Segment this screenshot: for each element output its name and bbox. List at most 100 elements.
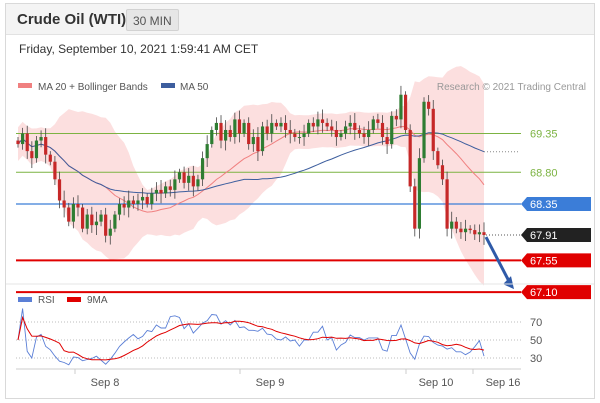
candle	[477, 224, 481, 243]
candle	[394, 109, 398, 127]
rsi-line	[17, 308, 485, 366]
candle-body	[228, 129, 232, 138]
candle-body	[330, 126, 334, 130]
candle-body	[454, 221, 458, 229]
candle	[140, 188, 145, 210]
pivot-tag-label: 68.35	[530, 199, 558, 211]
candle-body	[30, 151, 34, 159]
candle	[334, 121, 338, 146]
candle-body	[279, 122, 283, 127]
candle	[191, 165, 195, 197]
candle-body	[173, 179, 177, 190]
candle	[173, 170, 177, 199]
candle-body	[440, 165, 445, 180]
candle	[297, 130, 302, 144]
candle-body	[371, 119, 375, 130]
candle	[21, 127, 25, 150]
candle	[256, 127, 260, 161]
candle	[136, 193, 140, 211]
resistance-label: 68.80	[530, 167, 558, 179]
candle	[168, 179, 172, 197]
rsi-level-lines: 70 50 30	[16, 317, 542, 365]
timeframe-badge[interactable]: 30 MIN	[126, 9, 179, 31]
candle	[413, 178, 417, 237]
candle	[57, 171, 62, 209]
candle	[224, 120, 228, 151]
candle	[154, 182, 159, 202]
candle-body	[477, 232, 481, 235]
candle-body	[320, 119, 325, 123]
rsi-legend-label: RSI	[38, 295, 55, 306]
candle	[131, 195, 135, 209]
candle	[99, 209, 103, 227]
x-axis-label: Sep 10	[419, 377, 454, 389]
candle-body	[85, 214, 89, 229]
candle	[53, 156, 57, 185]
candle	[408, 124, 412, 193]
candle	[343, 120, 348, 140]
candle	[390, 111, 394, 149]
rsi-ma-line	[17, 315, 485, 361]
rsi-level-label: 70	[530, 317, 542, 329]
candle	[380, 115, 385, 145]
x-axis-label: Sep 8	[91, 377, 120, 389]
candle	[376, 113, 380, 129]
candle-body	[260, 126, 265, 152]
candle	[274, 119, 278, 130]
candle-body	[270, 122, 274, 134]
candle-body	[247, 122, 251, 145]
candle	[288, 120, 292, 144]
pivot-tag-bg	[521, 197, 591, 211]
candle	[145, 193, 149, 208]
candle-body	[339, 133, 343, 138]
last_price-tag-bg	[521, 228, 591, 243]
candle-body	[450, 221, 454, 229]
candle-body	[293, 133, 297, 138]
candle	[48, 151, 52, 166]
rsi-ma-legend-swatch	[67, 297, 81, 302]
price-level-tags: 69.35 68.80 68.35 67.91 67.55 67.10	[521, 129, 591, 300]
candle	[214, 117, 218, 136]
candle-body	[168, 186, 172, 190]
support-tag-bg	[521, 285, 591, 300]
candle-body	[431, 108, 435, 152]
candle	[117, 198, 122, 221]
candle-body	[307, 122, 311, 134]
candle-body	[99, 214, 103, 222]
candle	[403, 91, 408, 134]
candle-body	[297, 137, 302, 139]
candle	[237, 110, 242, 143]
candle	[463, 219, 468, 242]
candle	[187, 168, 191, 191]
candle	[316, 111, 320, 135]
candle-body	[214, 122, 218, 130]
candle-body	[177, 172, 182, 180]
rsi-level-label: 50	[530, 335, 542, 347]
candle-body	[53, 161, 57, 180]
candle-body	[94, 221, 99, 226]
candle	[177, 168, 182, 183]
candle	[339, 129, 343, 141]
candle	[385, 127, 389, 154]
candle	[279, 117, 283, 133]
candle	[44, 128, 48, 164]
candle	[39, 130, 43, 148]
candle-body	[224, 129, 228, 141]
candle	[450, 211, 454, 239]
candle-body	[76, 204, 80, 208]
candle-body	[21, 133, 25, 145]
candle	[90, 206, 94, 233]
rsi-ma-legend-label: 9MA	[87, 295, 108, 306]
candle-body	[353, 122, 357, 130]
candle-body	[113, 214, 117, 229]
candle	[270, 114, 274, 143]
candle	[367, 121, 371, 146]
candle-body	[90, 214, 94, 226]
candle-body	[200, 158, 205, 180]
candle	[85, 208, 89, 235]
support-tag-bg	[521, 253, 591, 268]
candle	[362, 126, 366, 144]
candle-body	[376, 119, 380, 123]
candle-body	[196, 179, 200, 187]
candle	[104, 207, 108, 243]
